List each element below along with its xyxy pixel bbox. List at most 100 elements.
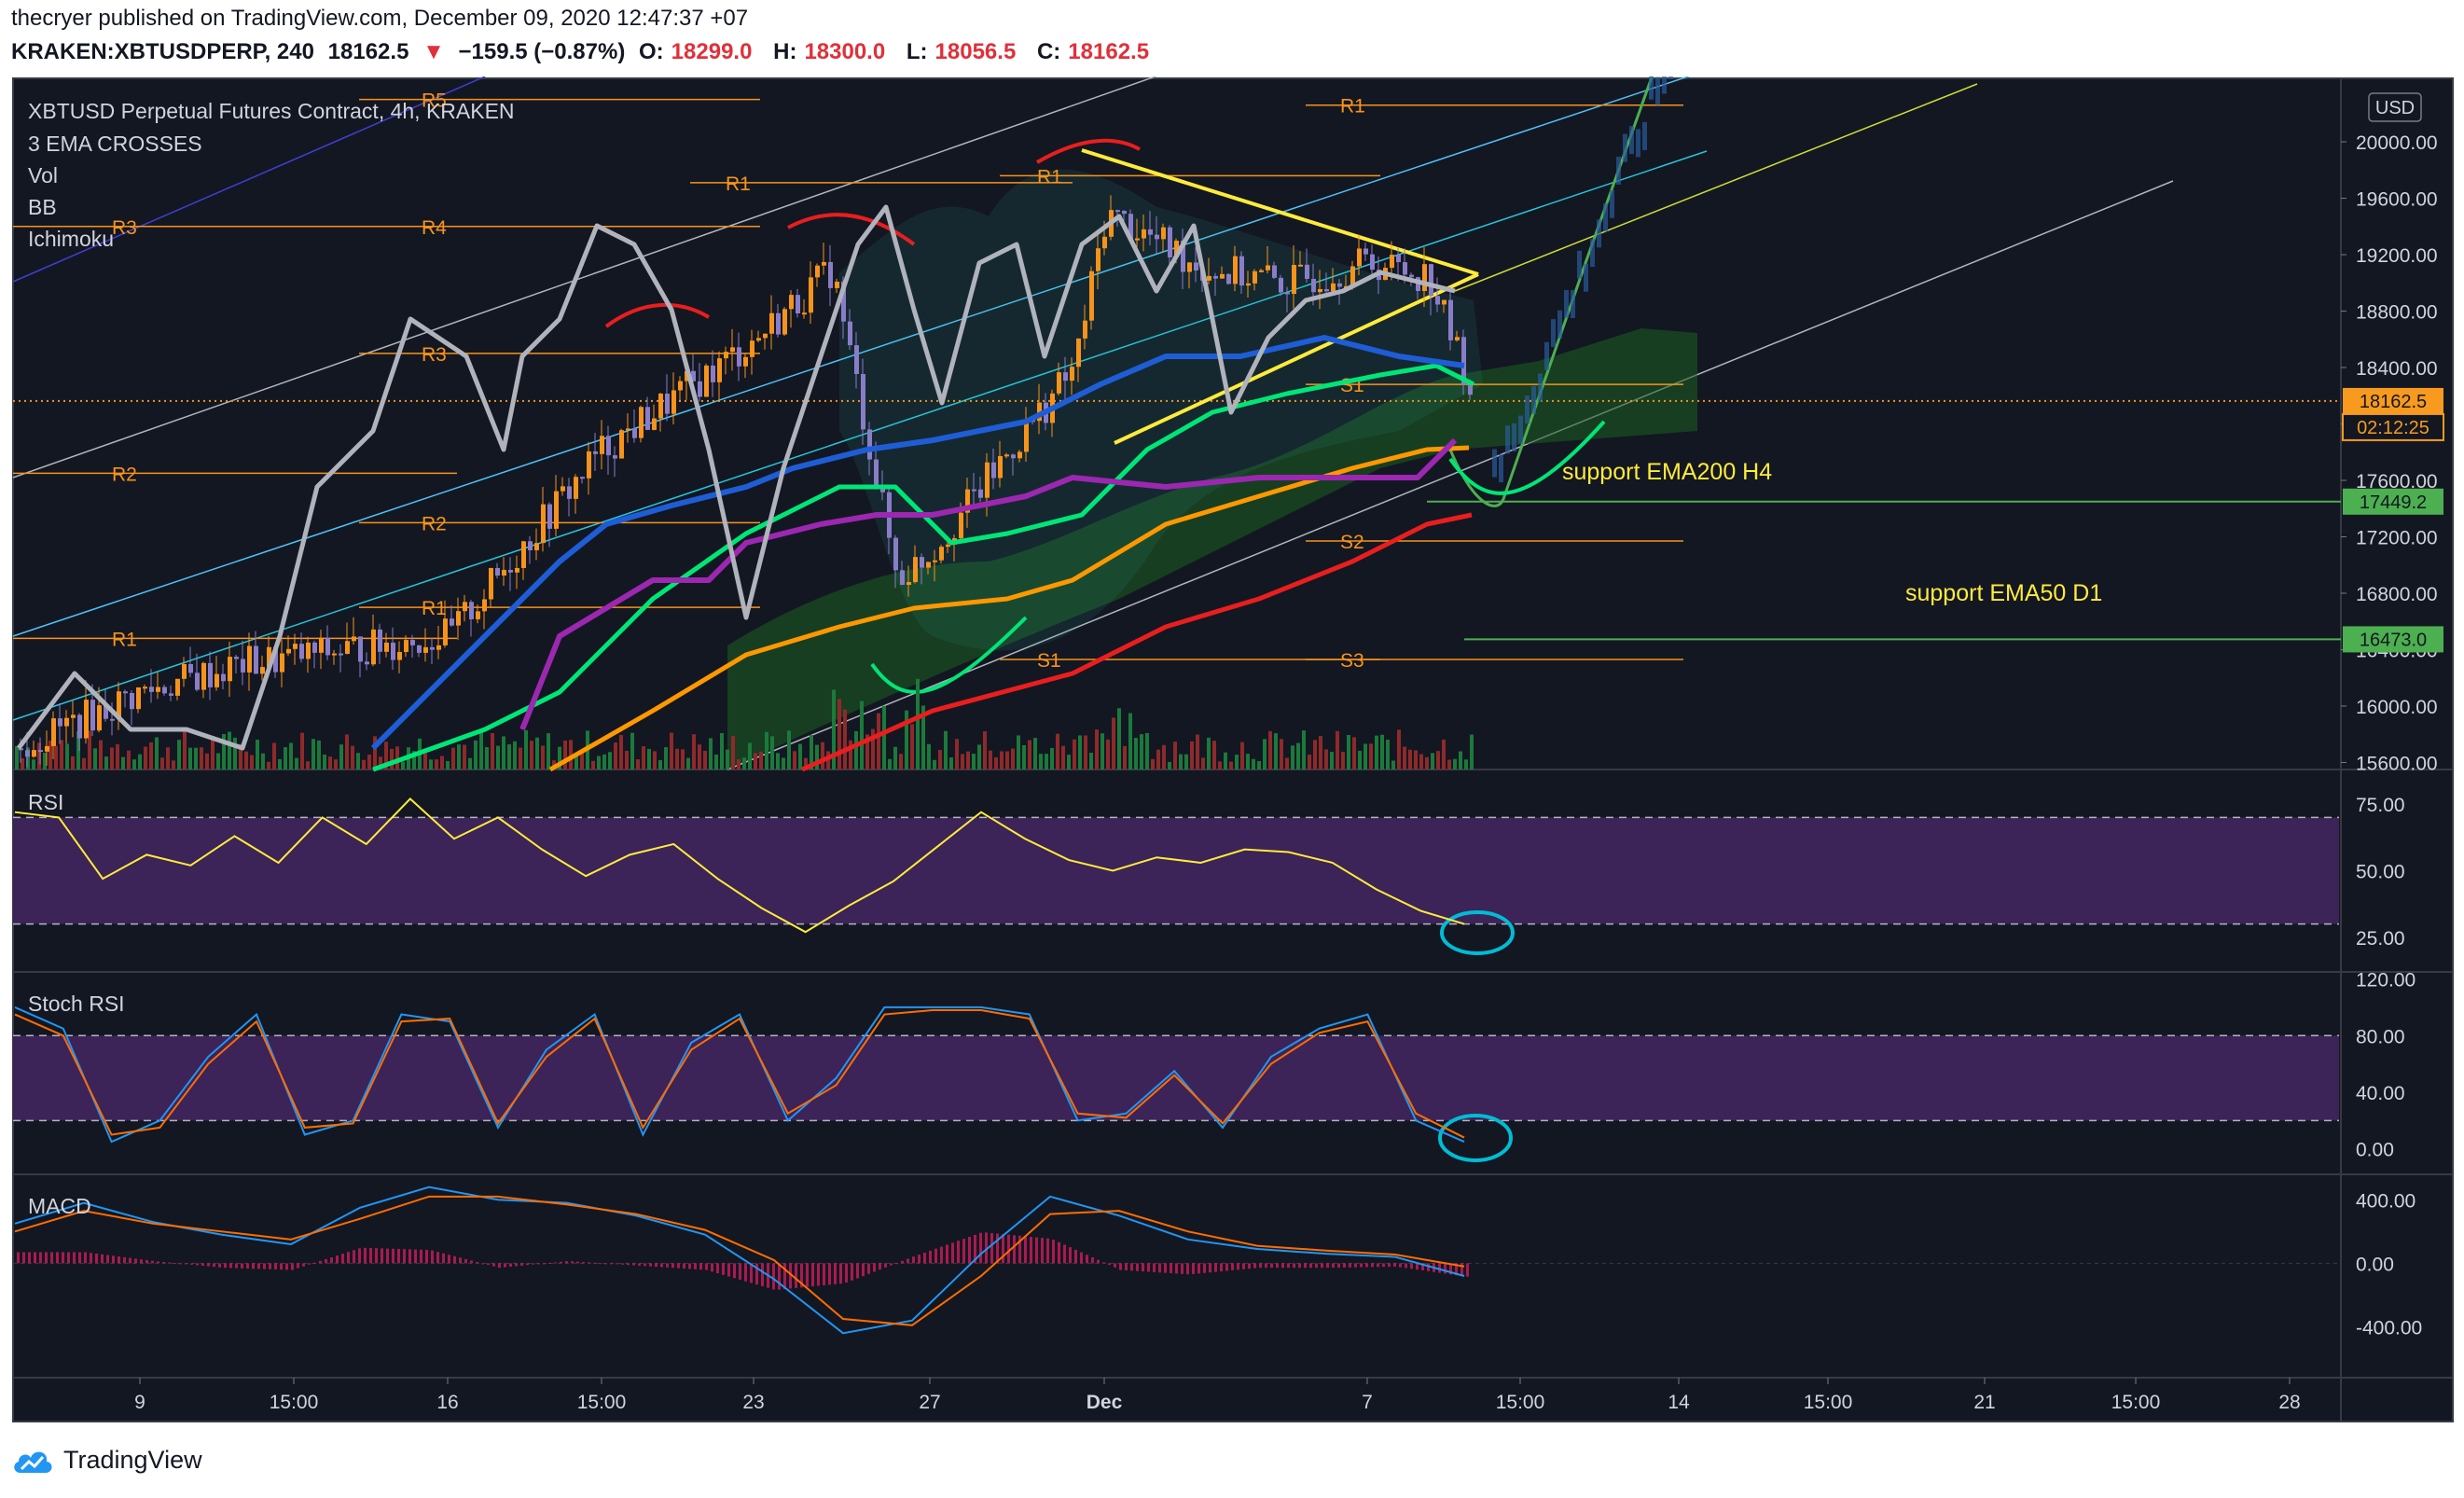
volume-bar	[541, 745, 545, 770]
volume-bar	[754, 753, 757, 770]
candle-body	[1364, 248, 1368, 255]
pivot-label: S2	[1340, 532, 1364, 553]
volume-bar	[994, 756, 998, 770]
low-curve	[870, 616, 1028, 694]
projection-candle	[1668, 76, 1673, 79]
macd-histogram-bar	[1214, 1263, 1217, 1272]
candle-body	[378, 629, 382, 652]
volume-bar	[558, 746, 561, 770]
candle-body	[325, 637, 330, 656]
candle-body	[1350, 266, 1355, 286]
volume-bar	[709, 738, 713, 770]
macd-histogram-bar	[761, 1263, 764, 1286]
volume-bar	[351, 745, 354, 770]
footer[interactable]: TradingView	[11, 1446, 202, 1475]
macd-histogram-bar	[951, 1242, 954, 1264]
projection-candle	[1616, 156, 1621, 185]
candle-body	[867, 429, 872, 460]
candle-body	[1272, 265, 1277, 278]
x-tick-label: 21	[1973, 1392, 1995, 1413]
macd-histogram-bar	[1136, 1263, 1139, 1271]
macd-signal-line	[14, 1195, 1465, 1326]
candle-body	[430, 646, 435, 650]
candle-body	[502, 569, 506, 576]
macd-histogram-bar	[62, 1252, 64, 1264]
pivot-label: S3	[1340, 650, 1364, 672]
candle-body	[521, 541, 526, 569]
candle-body	[1220, 273, 1225, 279]
last-price-tag: 18162.5	[2360, 392, 2427, 412]
candle-body	[613, 455, 617, 459]
candle-body	[900, 570, 905, 586]
candle-body	[861, 373, 865, 430]
projection-candle	[1655, 76, 1660, 105]
symbol-line: KRAKEN:XBTUSDPERP, 240 18162.5 ▼ −159.5 …	[11, 39, 1164, 65]
candle-body	[169, 693, 173, 696]
x-tick-label: 16	[436, 1392, 458, 1413]
volume-bar	[625, 750, 629, 770]
macd-histogram-bar	[677, 1263, 680, 1269]
volume-bar	[921, 705, 925, 770]
volume-bar	[826, 751, 830, 770]
volume-bar	[463, 744, 466, 770]
candle-body	[704, 365, 709, 397]
macd-histogram-bar	[1158, 1263, 1161, 1273]
candle-body	[71, 714, 76, 718]
volume-bar	[591, 760, 595, 770]
kijun-line	[519, 437, 1458, 731]
volume-bar	[1313, 740, 1317, 770]
channel-line	[12, 76, 1691, 637]
macd-histogram-bar	[386, 1248, 389, 1264]
macd-histogram-bar	[811, 1263, 814, 1287]
macd-histogram-bar	[397, 1248, 400, 1264]
macd-histogram-bar	[638, 1263, 641, 1266]
candle-body	[587, 451, 591, 479]
candle-body	[1239, 256, 1244, 286]
volume-bar	[1330, 752, 1334, 770]
candle-body	[665, 394, 670, 414]
macd-histogram-bar	[974, 1234, 976, 1264]
candle-body	[117, 691, 121, 720]
volume-bar	[535, 737, 539, 770]
macd-histogram-bar	[381, 1248, 383, 1264]
macd-histogram-bar	[554, 1262, 557, 1264]
volume-bar	[1134, 738, 1138, 770]
candle-body	[1337, 283, 1342, 287]
volume-bar	[317, 740, 321, 770]
candle-body	[234, 657, 239, 659]
volume-bar	[1218, 761, 1222, 770]
top-arc-2	[787, 213, 916, 246]
macd-histogram-bar	[632, 1263, 635, 1266]
macd-histogram-bar	[520, 1263, 523, 1266]
macd-histogram-bar	[45, 1252, 48, 1264]
volume-bar	[160, 757, 164, 770]
volume-bar	[491, 732, 494, 770]
volume-bar	[938, 750, 942, 770]
volume-bar	[1324, 749, 1328, 770]
macd-histogram-bar	[783, 1263, 786, 1290]
volume-bar	[636, 759, 640, 770]
y-tick-label: 18400.00	[2356, 358, 2438, 380]
volume-bar	[502, 736, 505, 770]
macd-histogram-bar	[1449, 1263, 1452, 1275]
candle-body	[345, 641, 350, 654]
macd-histogram-bar	[241, 1263, 243, 1269]
currency-button[interactable]: USD	[2368, 92, 2422, 122]
candle-body	[1305, 264, 1309, 279]
macd-histogram-bar	[313, 1262, 316, 1264]
volume-bar	[328, 756, 332, 770]
volume-bar	[216, 753, 220, 770]
macd-histogram-bar	[1242, 1263, 1245, 1269]
volume-bar	[1229, 761, 1233, 770]
macd-histogram-bar	[56, 1252, 59, 1264]
macd-histogram-bar	[425, 1249, 428, 1264]
macd-histogram-bar	[996, 1233, 999, 1264]
macd-histogram-bar	[269, 1263, 271, 1269]
macd-histogram-bar	[118, 1256, 120, 1264]
projection-candle	[1492, 449, 1497, 478]
candle-body	[1135, 238, 1140, 241]
macd-histogram-bar	[755, 1263, 758, 1285]
volume-bar	[339, 744, 343, 770]
macd-histogram-bar	[73, 1252, 76, 1264]
